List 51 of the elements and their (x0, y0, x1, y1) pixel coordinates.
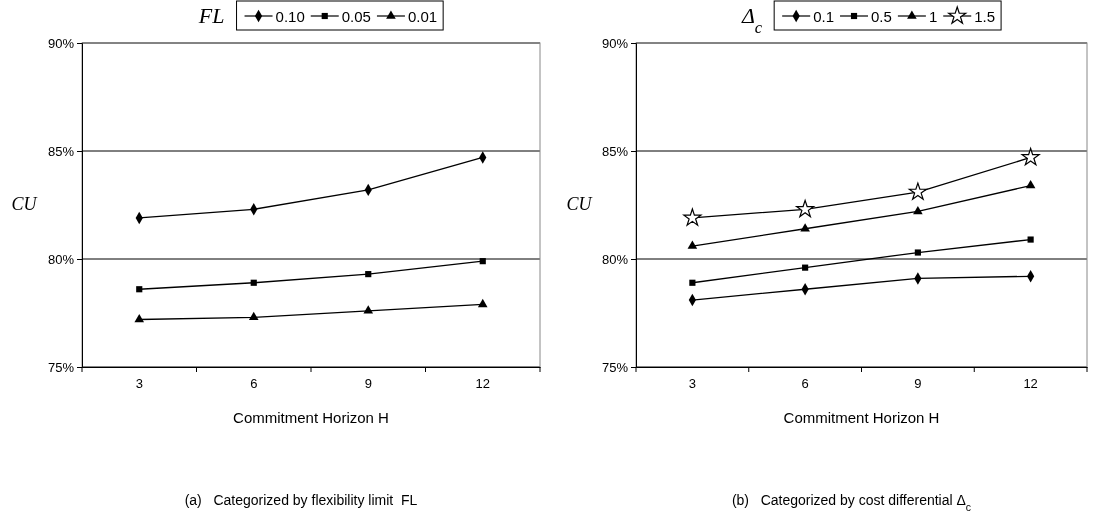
legend-label: 0.05 (341, 8, 371, 25)
point (913, 205, 923, 215)
point (248, 311, 259, 321)
point (802, 264, 809, 271)
legend-label: 1.5 (974, 8, 996, 25)
legend-label: 0.01 (407, 8, 438, 25)
point (683, 208, 702, 226)
x-tick-label: 9 (914, 376, 922, 392)
point (796, 199, 815, 218)
x-tick-label: 6 (250, 376, 258, 392)
point (908, 182, 927, 200)
point (477, 298, 488, 308)
legend-title: Δ$_{c}$ (740, 3, 763, 37)
point (479, 258, 486, 265)
point (689, 279, 696, 286)
x-axis-title: Commitment Horizon H (783, 409, 940, 426)
point (136, 286, 143, 293)
y-tick-label: 85% (601, 143, 629, 159)
x-tick-label: 12 (475, 376, 490, 392)
point (365, 271, 372, 278)
legend-label: 0.5 (871, 8, 892, 25)
point (1027, 236, 1034, 243)
point (800, 223, 810, 232)
text: (b) Categorized by cost differential Δ$_{c}$ (731, 492, 972, 513)
y-tick-label: 90% (47, 35, 75, 51)
y-axis-title: CU (11, 194, 38, 214)
x-tick-label: 6 (801, 376, 809, 392)
legend-label: 0.1 (813, 8, 835, 25)
x-tick-label: 9 (364, 376, 372, 392)
y-tick-label: 85% (47, 143, 75, 159)
x-axis-title: Commitment Horizon H (233, 409, 389, 426)
legend-title: FL (197, 3, 225, 28)
point (363, 305, 374, 314)
point (1025, 180, 1036, 189)
x-tick-label: 3 (135, 376, 143, 392)
y-tick-label: 80% (47, 251, 75, 267)
x-tick-label: 12 (1023, 376, 1038, 392)
point (134, 313, 145, 323)
y-tick-label: 90% (601, 35, 629, 51)
y-tick-label: 80% (601, 251, 629, 267)
point (1021, 147, 1040, 166)
point (914, 249, 921, 256)
legend-label: 1 (928, 8, 938, 25)
legend-label: 0.10 (275, 8, 305, 25)
point (687, 240, 698, 249)
y-tick-label: 75% (47, 359, 75, 375)
y-axis-title: CU (566, 194, 593, 214)
y-tick-label: 75% (601, 359, 629, 375)
x-tick-label: 3 (688, 376, 696, 392)
text: (a) Categorized by flexibility limit FL (184, 492, 418, 508)
point (250, 279, 257, 286)
